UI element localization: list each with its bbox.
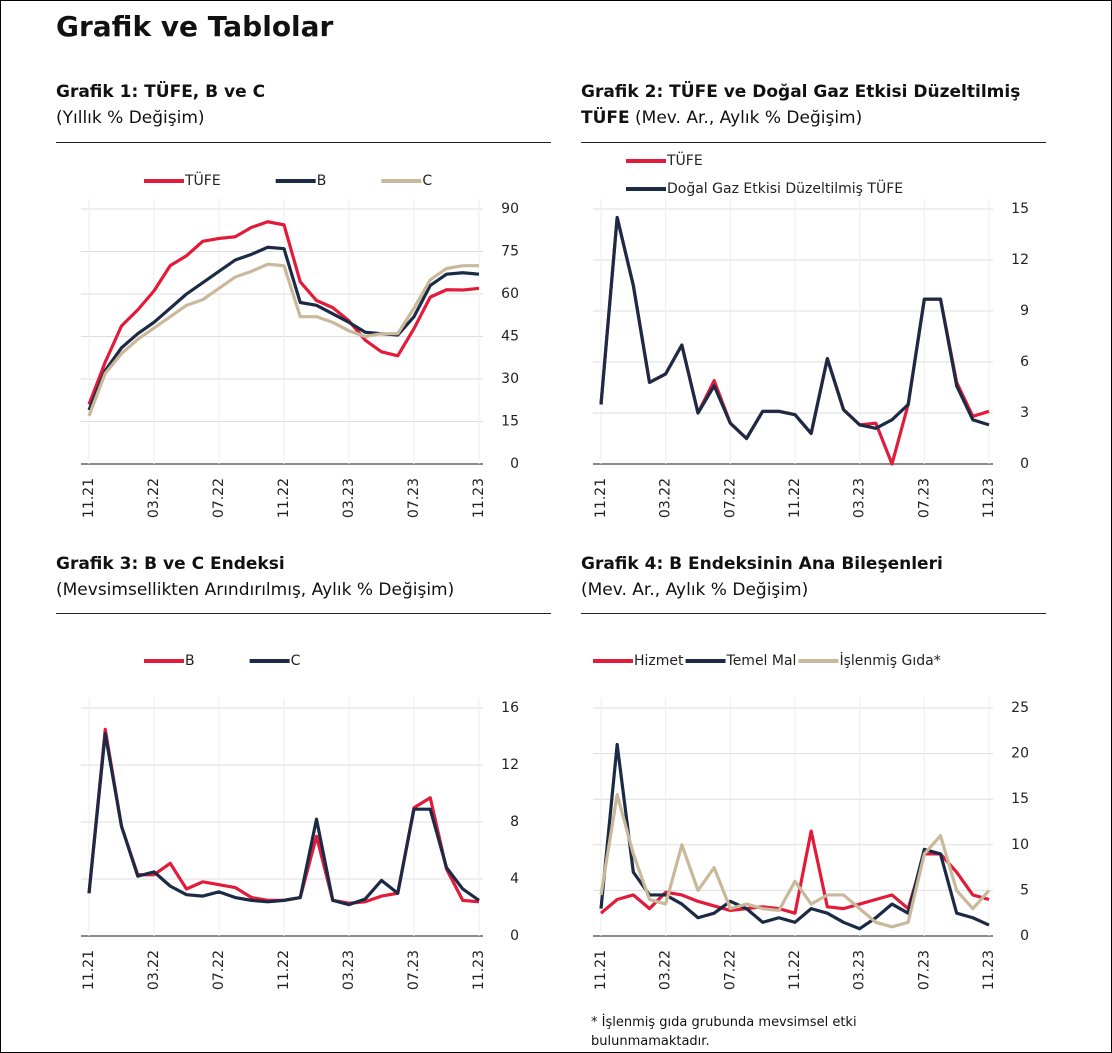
x-tick-label: 11.23 [981, 950, 997, 990]
x-tick-label: 03.23 [341, 950, 357, 990]
chart-header: Grafik 4: B Endeksinin Ana Bileşenleri (M… [581, 551, 1051, 603]
y-tick-label: 30 [501, 371, 519, 387]
x-tick-label: 07.22 [211, 478, 227, 518]
series-line [599, 215, 990, 441]
legend-label: İşlenmiş Gıda* [839, 651, 940, 669]
chart-subtitle: (Yıllık % Değişim) [56, 108, 205, 128]
y-tick-label: 16 [501, 700, 519, 716]
x-tick-label: 03.22 [658, 950, 674, 990]
x-tick-label: 11.22 [276, 950, 292, 990]
x-tick-label: 03.23 [852, 478, 868, 518]
x-tick-label: 11.23 [981, 478, 997, 518]
y-tick-label: 0 [1020, 928, 1029, 944]
chart-title: Grafik 3: B ve C Endeksi [56, 554, 285, 574]
chart-header: Grafik 1: TÜFE, B ve C (Yıllık % Değişim) [56, 79, 556, 131]
y-tick-label: 4 [510, 871, 519, 887]
y-tick-label: 45 [501, 329, 519, 345]
chart-title: Grafik 4: B Endeksinin Ana Bileşenleri [581, 554, 943, 574]
x-tick-label: 11.21 [81, 950, 97, 990]
y-tick-label: 0 [1020, 456, 1029, 472]
x-tick-label: 07.23 [916, 478, 932, 518]
series-line [599, 793, 991, 929]
page-title: Grafik ve Tablolar [56, 10, 334, 43]
x-tick-label: 03.22 [658, 478, 674, 518]
y-tick-label: 60 [501, 286, 519, 302]
x-tick-label: 07.23 [406, 950, 422, 990]
x-tick-label: 11.22 [787, 950, 803, 990]
y-tick-label: 0 [510, 928, 519, 944]
x-tick-label: 11.23 [471, 478, 487, 518]
y-tick-label: 15 [1011, 201, 1029, 217]
legend-label: Doğal Gaz Etkisi Düzeltilmiş TÜFE [667, 179, 903, 197]
series-line [87, 245, 480, 411]
y-tick-label: 8 [510, 814, 519, 830]
series-line [87, 220, 480, 406]
y-tick-label: 15 [501, 414, 519, 430]
legend-label: B [317, 173, 327, 189]
x-tick-label: 11.22 [276, 478, 292, 518]
x-tick-label: 07.22 [722, 950, 738, 990]
y-tick-label: 12 [1011, 252, 1029, 268]
x-tick-label: 07.22 [722, 478, 738, 518]
x-tick-label: 11.23 [471, 950, 487, 990]
chart-subtitle: (Mevsimsellikten Arındırılmış, Aylık % D… [56, 580, 455, 600]
y-tick-label: 12 [501, 757, 519, 773]
x-tick-label: 03.23 [341, 478, 357, 518]
x-tick-label: 03.22 [146, 478, 162, 518]
footnote: * İşlenmiş gıda grubunda mevsimsel etki … [591, 1015, 857, 1049]
separator [581, 142, 1046, 143]
x-tick-label: 07.23 [916, 950, 932, 990]
y-tick-label: 20 [1011, 746, 1029, 762]
legend-label: C [422, 173, 432, 189]
y-tick-label: 9 [1020, 303, 1029, 319]
chart-title: Grafik 2: TÜFE ve Doğal Gaz Etkisi Düzel… [581, 82, 1021, 128]
series-line [87, 732, 480, 907]
chart-header: Grafik 2: TÜFE ve Doğal Gaz Etkisi Düzel… [581, 79, 1051, 131]
series-line [87, 262, 479, 417]
chart-subtitle: (Mev. Ar., Aylık % Değişim) [581, 580, 809, 600]
y-tick-label: 6 [1020, 354, 1029, 370]
legend-label: C [291, 653, 301, 669]
chart-header: Grafik 3: B ve C Endeksi (Mevsimsellikten… [56, 551, 576, 603]
separator [56, 613, 551, 614]
legend-label: Hizmet [634, 653, 684, 669]
y-tick-label: 75 [501, 244, 519, 260]
legend-label: B [185, 653, 195, 669]
chart-subtitle: (Mev. Ar., Aylık % Değişim) [635, 108, 863, 128]
x-tick-label: 11.21 [593, 950, 609, 990]
separator [56, 142, 551, 143]
x-tick-label: 11.21 [593, 478, 609, 518]
x-tick-label: 07.22 [211, 950, 227, 990]
separator [581, 613, 1046, 614]
x-tick-label: 03.22 [146, 950, 162, 990]
x-tick-label: 11.22 [787, 478, 803, 518]
y-tick-label: 10 [1011, 837, 1029, 853]
y-tick-label: 90 [501, 201, 519, 217]
y-tick-label: 3 [1020, 405, 1029, 421]
y-tick-label: 25 [1011, 700, 1029, 716]
x-tick-label: 11.21 [81, 478, 97, 518]
legend-label: TÜFE [184, 171, 221, 189]
y-tick-label: 0 [510, 456, 519, 472]
x-tick-label: 07.23 [406, 478, 422, 518]
x-tick-label: 03.23 [852, 950, 868, 990]
chart-title: Grafik 1: TÜFE, B ve C [56, 82, 266, 102]
y-tick-label: 5 [1020, 882, 1029, 898]
legend-label: Temel Mal [726, 653, 797, 669]
legend-label: TÜFE [666, 151, 703, 169]
series-line [599, 742, 990, 931]
y-tick-label: 15 [1011, 791, 1029, 807]
